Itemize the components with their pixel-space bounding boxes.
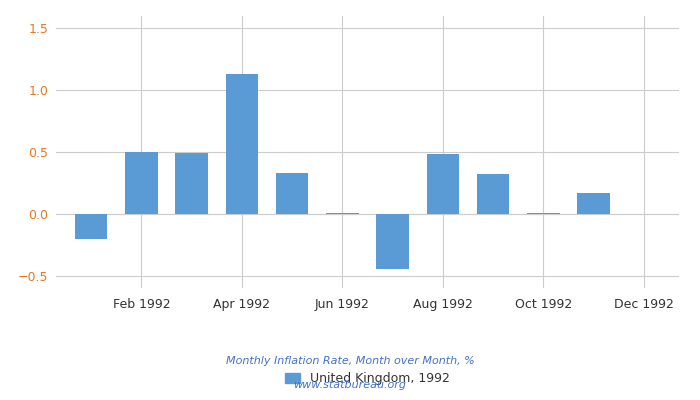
- Bar: [426, 154, 459, 214]
- Text: www.statbureau.org: www.statbureau.org: [293, 380, 407, 390]
- Text: Monthly Inflation Rate, Month over Month, %: Monthly Inflation Rate, Month over Month…: [225, 356, 475, 366]
- Bar: [578, 193, 610, 214]
- Bar: [225, 74, 258, 214]
- Bar: [326, 212, 358, 214]
- Bar: [477, 174, 510, 214]
- Bar: [125, 152, 158, 214]
- Bar: [527, 212, 560, 214]
- Bar: [75, 214, 108, 238]
- Bar: [175, 153, 208, 214]
- Bar: [276, 173, 309, 214]
- Bar: [377, 214, 409, 270]
- Legend: United Kingdom, 1992: United Kingdom, 1992: [285, 372, 450, 385]
